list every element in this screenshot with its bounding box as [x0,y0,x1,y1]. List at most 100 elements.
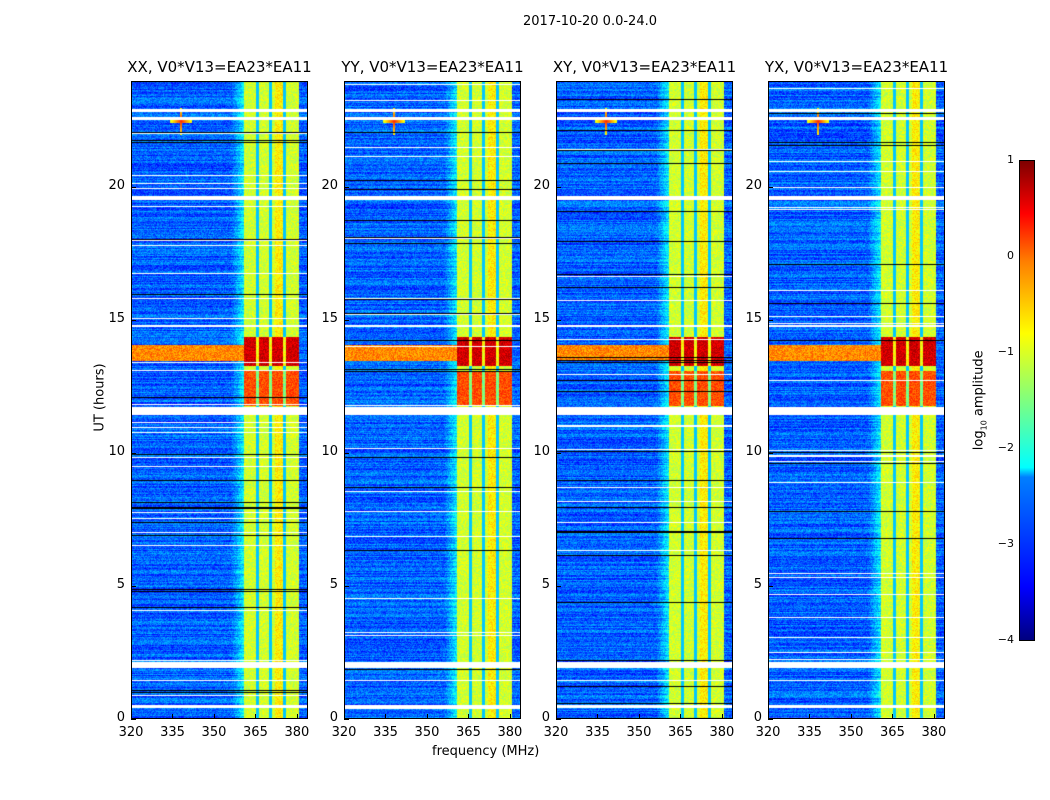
y-tick-label: 0 [116,710,125,725]
y-tick-mark [556,719,561,720]
x-tick-mark [721,714,723,719]
panel-1: YY, V0*V13=EA23*EA11 320 335 350 365 380 … [321,58,523,740]
x-tick-label: 365 [456,725,481,740]
x-tick-label: 350 [201,725,227,740]
panel-2: XY, V0*V13=EA23*EA11 320 335 350 365 380 … [533,58,736,740]
y-tick-label: 5 [329,577,338,593]
y-tick-mark [768,586,773,588]
x-tick-mark [172,714,174,719]
y-tick-label: 20 [108,178,125,194]
y-tick-label: 0 [753,710,762,725]
y-tick-mark [768,453,773,455]
x-tick-label: 365 [880,725,905,740]
y-tick-label: 10 [321,444,338,460]
y-tick-label: 15 [108,311,125,327]
x-tick-label: 380 [284,725,310,740]
x-tick-label: 380 [497,725,523,740]
heatmap-canvas [344,81,521,719]
x-tick-label: 320 [331,725,357,740]
x-tick-label: 350 [838,725,864,740]
x-tick-mark [768,714,769,719]
colorbar-label: log10 amplitude [971,350,989,451]
colorbar-tick-label: 1 [1007,153,1014,166]
heatmap-canvas [768,81,945,719]
x-tick-mark [680,714,682,719]
y-tick-label: 5 [116,577,125,593]
y-tick-mark [556,187,561,189]
figure-title: 2017-10-20 0.0-24.0 [523,14,657,29]
panel-title: XX, V0*V13=EA23*EA11 [127,58,312,76]
x-tick-mark [509,714,511,719]
y-tick-mark [131,586,136,588]
x-tick-label: 335 [160,725,185,740]
y-tick-label: 20 [321,178,338,194]
y-tick-mark [768,320,773,322]
y-tick-mark [556,320,561,322]
y-tick-mark [131,320,136,322]
y-tick-label: 20 [533,178,550,194]
x-tick-mark [638,714,640,719]
x-tick-label: 320 [543,725,569,740]
x-tick-mark [255,714,257,719]
x-tick-mark [385,714,387,719]
panel-title: YX, V0*V13=EA23*EA11 [764,58,949,76]
x-tick-label: 335 [797,725,822,740]
y-tick-mark [344,187,349,189]
x-tick-mark [556,714,557,719]
panel-3: YX, V0*V13=EA23*EA11 320 335 350 365 380 … [745,58,948,740]
y-tick-label: 5 [541,577,550,593]
x-tick-mark [131,714,132,719]
x-tick-mark [426,714,428,719]
x-tick-label: 335 [373,725,398,740]
y-tick-mark [344,453,349,455]
colorbar-tick-label: −2 [997,441,1014,454]
y-tick-mark [556,586,561,588]
x-tick-mark [296,714,298,719]
y-tick-mark [344,586,349,588]
y-tick-mark [556,453,561,455]
x-tick-label: 365 [243,725,268,740]
y-tick-mark [131,187,136,189]
panel-0: XX, V0*V13=EA23*EA11 320 335 350 365 380 … [108,58,311,740]
colorbar-tick-label: 0 [1007,249,1014,262]
x-tick-mark [892,714,894,719]
heatmap-canvas [556,81,733,719]
y-tick-label: 15 [321,311,338,327]
x-tick-mark [597,714,599,719]
y-tick-label: 10 [108,444,125,460]
y-tick-label: 0 [329,710,338,725]
y-tick-label: 15 [533,311,550,327]
panel-title: YY, V0*V13=EA23*EA11 [341,58,524,76]
x-tick-mark [933,714,935,719]
x-tick-label: 350 [414,725,440,740]
y-tick-label: 10 [533,444,550,460]
colorbar-tick-label: −1 [997,345,1014,358]
y-tick-label: 10 [745,444,762,460]
colorbar-tick-label: −4 [997,633,1014,646]
y-tick-mark [768,719,773,720]
heatmap-canvas [131,81,308,719]
x-tick-label: 365 [668,725,693,740]
x-axis-label: frequency (MHz) [432,744,540,759]
y-tick-label: 15 [745,311,762,327]
y-tick-label: 20 [745,178,762,194]
y-tick-mark [768,187,773,189]
x-tick-mark [850,714,852,719]
panel-title: XY, V0*V13=EA23*EA11 [552,58,737,76]
y-tick-mark [344,320,349,322]
x-tick-mark [809,714,811,719]
x-tick-label: 335 [585,725,610,740]
y-tick-mark [131,453,136,455]
x-tick-label: 350 [626,725,652,740]
x-tick-mark [213,714,215,719]
x-tick-label: 320 [118,725,144,740]
y-tick-label: 5 [753,577,762,593]
x-tick-label: 380 [921,725,947,740]
x-tick-label: 380 [709,725,735,740]
x-tick-mark [468,714,470,719]
x-tick-mark [344,714,345,719]
x-tick-label: 320 [755,725,781,740]
y-tick-mark [344,719,349,720]
colorbar [1019,160,1035,641]
